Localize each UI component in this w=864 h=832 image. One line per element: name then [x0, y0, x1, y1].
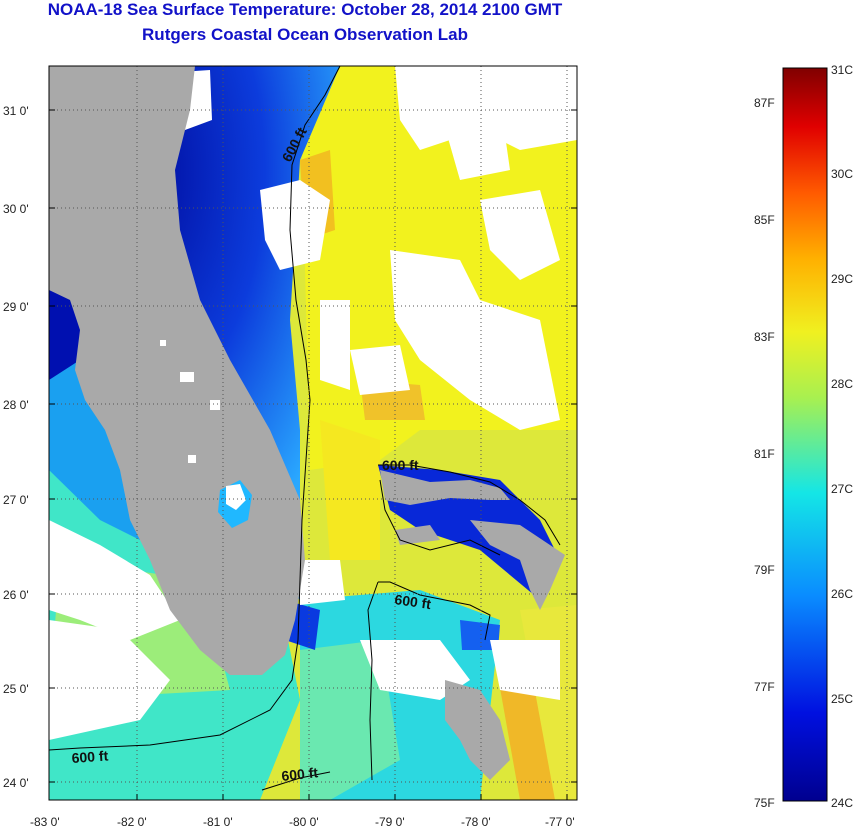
cloud-patch — [360, 640, 470, 700]
map-subtitle: Rutgers Coastal Ocean Observation Lab — [142, 25, 468, 44]
colorbar-f-label: 75F — [754, 796, 775, 810]
contour-line-grand-bahama — [378, 464, 561, 546]
contour-label-600ft: 600 ft — [394, 591, 433, 612]
colorbar-f-label: 83F — [754, 330, 775, 344]
cloud-patch — [49, 520, 180, 640]
contour-label-600ft: 600 ft — [382, 457, 419, 473]
map-frame — [48, 65, 578, 801]
land-bahamas-andros — [445, 680, 510, 780]
cloud-speck — [160, 340, 166, 346]
colorbar-f-label: 77F — [754, 680, 775, 694]
colorbar-c-label: 29C — [831, 272, 853, 286]
colorbar-fahrenheit-labels: 87F 85F 83F 81F 79F 77F 75F — [754, 96, 775, 810]
contour-line-east-florida — [49, 66, 341, 751]
cloud-patch — [49, 620, 170, 740]
colorbar-c-label: 27C — [831, 482, 853, 496]
lat-label: 27 0' — [3, 493, 29, 507]
lat-label: 26 0' — [3, 588, 29, 602]
colorbar-celsius-labels: 31C 30C 29C 28C 27C 26C 25C 24C — [831, 63, 853, 810]
cloud-patch — [260, 180, 330, 270]
contour-line-grand-bahama-south — [379, 479, 501, 556]
land-bahamas-grand — [380, 470, 510, 505]
colorbar-f-label: 81F — [754, 447, 775, 461]
cloud-speck — [180, 372, 194, 382]
ocean-cyan-region — [300, 640, 400, 800]
lake-okeechobee-cloud — [226, 484, 246, 510]
contour-line-great-bahama — [378, 581, 491, 641]
cloud-patch — [490, 640, 560, 700]
lat-label: 24 0' — [3, 776, 29, 790]
lat-label: 30 0' — [3, 202, 29, 216]
cloud-patch — [480, 190, 560, 280]
cloud-patch — [300, 560, 345, 605]
colorbar-f-label: 79F — [754, 563, 775, 577]
lat-label: 29 0' — [3, 300, 29, 314]
colorbar-gradient — [782, 67, 828, 802]
colorbar: 87F 85F 83F 81F 79F 77F 75F 31C 30C 29C … — [754, 63, 853, 810]
colorbar-c-label: 26C — [831, 587, 853, 601]
colorbar-c-label: 25C — [831, 692, 853, 706]
contour-label-600ft: 600 ft — [71, 747, 109, 766]
land-bahamas-small — [395, 525, 440, 545]
longitude-labels: -83 0' -82 0' -81 0' -80 0' -79 0' -78 0… — [30, 815, 575, 829]
land-cloud-specks — [160, 340, 220, 463]
lon-label: -81 0' — [203, 815, 233, 829]
lon-label: -77 0' — [545, 815, 575, 829]
lon-label: -80 0' — [289, 815, 319, 829]
cloud-patch — [440, 100, 510, 180]
colorbar-f-label: 85F — [754, 213, 775, 227]
lon-label: -82 0' — [117, 815, 147, 829]
colorbar-c-label: 30C — [831, 167, 853, 181]
sst-map — [49, 66, 577, 800]
lat-label: 31 0' — [3, 104, 29, 118]
ocean-blue-west-coast — [49, 290, 80, 380]
cloud-speck — [188, 455, 196, 463]
colorbar-c-label: 31C — [831, 63, 853, 77]
lon-label: -78 0' — [461, 815, 491, 829]
cloud-speck — [210, 400, 220, 410]
colorbar-f-label: 87F — [754, 96, 775, 110]
graticule — [49, 66, 577, 800]
cloud-cover — [49, 66, 577, 740]
cloud-patch — [390, 250, 560, 430]
ocean-yellow-patch — [320, 420, 380, 560]
contour-line-south — [261, 771, 331, 791]
colorbar-c-label: 24C — [831, 796, 853, 810]
ocean-blue-patch — [460, 620, 500, 650]
land-bahamas-abaco — [470, 520, 565, 610]
map-title: NOAA-18 Sea Surface Temperature: October… — [47, 0, 563, 19]
cloud-patch — [320, 300, 350, 390]
cloud-patch — [350, 345, 410, 395]
lon-label: -79 0' — [375, 815, 405, 829]
contour-line-straits — [367, 581, 379, 781]
latitude-labels: 31 0' 30 0' 29 0' 28 0' 27 0' 26 0' 25 0… — [3, 104, 29, 790]
isobath-600ft — [49, 66, 561, 791]
lat-label: 25 0' — [3, 682, 29, 696]
lon-label: -83 0' — [30, 815, 60, 829]
contour-label-600ft: 600 ft — [281, 764, 319, 784]
colorbar-c-label: 28C — [831, 377, 853, 391]
lat-label: 28 0' — [3, 398, 29, 412]
axis-ticks — [49, 109, 577, 800]
